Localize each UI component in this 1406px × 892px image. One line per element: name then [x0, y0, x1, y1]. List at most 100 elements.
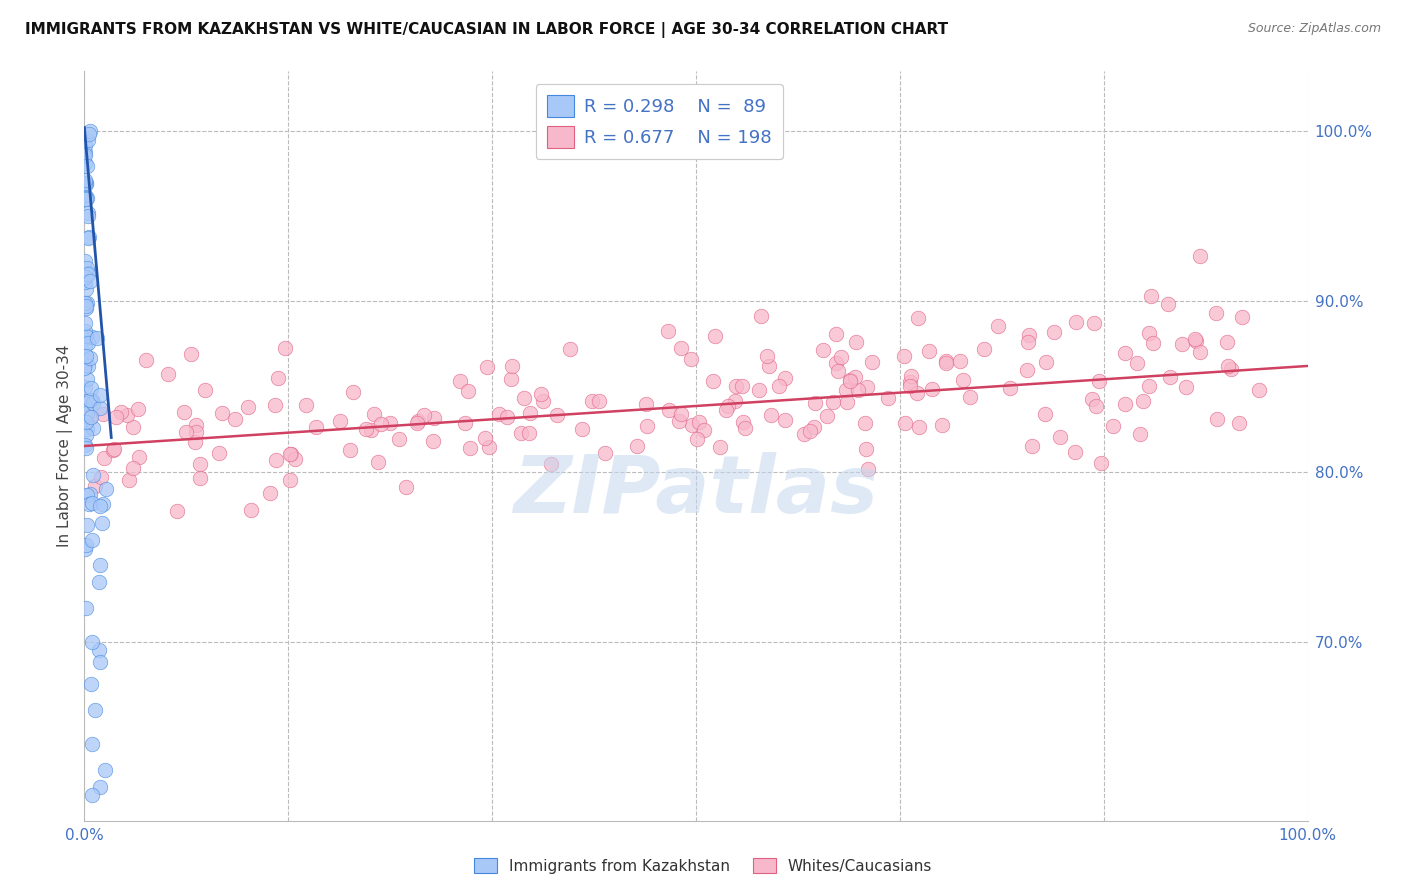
Point [1205, 305, 1227, 319]
Point [77, 133, 100, 147]
Point [1085, 400, 1108, 414]
Point [530, 386, 553, 401]
Point [668, 414, 690, 428]
Point [89, 558, 111, 573]
Point [93, 451, 115, 466]
Point [80, 737, 103, 751]
Point [949, 354, 972, 368]
Point [80, 677, 103, 691]
Legend: R = 0.298    N =  89, R = 0.677    N = 198: R = 0.298 N = 89, R = 0.677 N = 198 [536, 84, 783, 159]
Point [73, 173, 96, 187]
Point [84, 479, 107, 493]
Point [815, 409, 838, 423]
Point [73, 541, 96, 556]
Point [86, 331, 108, 345]
Point [454, 416, 477, 430]
Point [73, 148, 96, 162]
Point [294, 398, 316, 412]
Point [75, 415, 97, 429]
Point [75, 178, 97, 192]
Point [211, 406, 233, 420]
Point [1189, 344, 1212, 359]
Point [1139, 289, 1161, 303]
Point [76, 206, 98, 220]
Point [1137, 326, 1160, 340]
Point [512, 392, 534, 406]
Point [581, 393, 603, 408]
Point [118, 473, 141, 487]
Point [73, 145, 96, 159]
Point [89, 401, 111, 415]
Point [460, 441, 482, 455]
Point [76, 295, 98, 310]
Point [931, 417, 953, 432]
Point [75, 442, 97, 456]
Point [734, 421, 756, 435]
Point [855, 442, 877, 456]
Point [1206, 411, 1229, 425]
Point [73, 187, 96, 202]
Point [517, 425, 540, 440]
Point [76, 209, 98, 223]
Point [91, 497, 114, 511]
Point [73, 270, 96, 285]
Point [558, 343, 581, 357]
Point [1137, 379, 1160, 393]
Point [75, 176, 97, 190]
Point [509, 425, 531, 440]
Point [259, 486, 281, 500]
Point [908, 420, 931, 434]
Point [588, 393, 610, 408]
Point [180, 347, 202, 361]
Point [76, 372, 98, 386]
Point [1049, 430, 1071, 444]
Point [75, 316, 97, 330]
Point [839, 374, 862, 388]
Point [283, 451, 305, 466]
Point [593, 445, 616, 459]
Point [474, 431, 496, 445]
Point [174, 425, 197, 439]
Point [79, 351, 101, 366]
Point [422, 434, 444, 448]
Point [73, 275, 96, 289]
Point [75, 296, 97, 310]
Point [759, 408, 782, 422]
Point [1017, 363, 1039, 377]
Point [898, 379, 921, 393]
Point [714, 403, 737, 417]
Point [79, 124, 101, 138]
Point [681, 351, 703, 366]
Point [998, 381, 1021, 395]
Point [1083, 316, 1105, 330]
Point [110, 405, 132, 419]
Point [82, 788, 104, 802]
Point [898, 376, 921, 390]
Point [531, 393, 554, 408]
Text: ZIPatlas: ZIPatlas [513, 452, 879, 530]
Point [775, 370, 797, 384]
Point [758, 359, 780, 373]
Point [844, 370, 866, 384]
Point [188, 457, 211, 471]
Point [1249, 383, 1271, 397]
Point [75, 301, 97, 316]
Point [75, 428, 97, 442]
Point [77, 231, 100, 245]
Point [91, 516, 114, 530]
Point [935, 356, 957, 370]
Point [681, 417, 703, 432]
Point [835, 395, 858, 409]
Point [363, 407, 385, 421]
Point [75, 600, 97, 615]
Point [709, 441, 731, 455]
Point [657, 324, 679, 338]
Point [80, 330, 103, 344]
Point [89, 780, 111, 794]
Point [724, 393, 747, 408]
Point [83, 703, 105, 717]
Point [1018, 328, 1040, 343]
Point [1142, 336, 1164, 351]
Point [1170, 337, 1192, 351]
Point [75, 328, 97, 343]
